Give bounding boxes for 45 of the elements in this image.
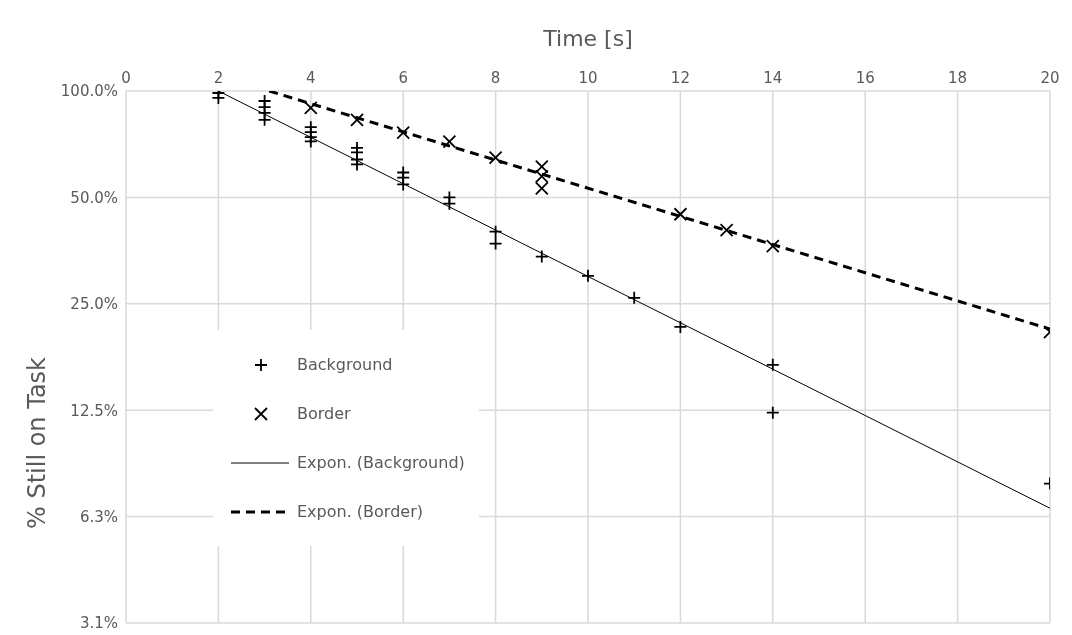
point: [396, 125, 411, 140]
y-axis-title: % Still on Task: [22, 356, 51, 530]
legend-label: Background: [297, 355, 393, 374]
point: [534, 181, 549, 196]
y-tick-label: 6.3%: [79, 507, 118, 526]
point: [534, 169, 549, 184]
point: [719, 223, 734, 238]
x-axis-title: Time [s]: [542, 26, 633, 51]
x-tick-label: 10: [578, 69, 598, 87]
point: [350, 112, 364, 127]
point: [257, 112, 272, 127]
point: [534, 159, 549, 174]
y-tick-label: 3.1%: [79, 614, 118, 633]
point: [488, 224, 503, 239]
point: [765, 239, 780, 254]
legend-label: Expon. (Background): [297, 453, 465, 472]
x-tick-label: 20: [1040, 69, 1060, 87]
point: [673, 320, 688, 334]
point: [396, 177, 411, 192]
point: [765, 405, 780, 420]
x-tick-label: 2: [213, 69, 224, 87]
point: [673, 207, 688, 222]
x-tick-label: 16: [855, 69, 875, 87]
x-tick-label: 12: [670, 69, 690, 87]
point: [442, 134, 457, 149]
point: [303, 100, 318, 115]
x-tick-label: 4: [306, 69, 316, 87]
point: [303, 134, 318, 149]
x-tick-label: 6: [398, 69, 408, 87]
x-tick-label: 14: [763, 69, 783, 87]
legend-label: Border: [297, 404, 351, 423]
point: [765, 357, 780, 372]
point: [488, 236, 503, 251]
y-tick-label: 25.0%: [70, 295, 118, 314]
point: [627, 290, 642, 305]
x-tick-label: 18: [948, 69, 968, 87]
y-tick-label: 12.5%: [70, 401, 118, 420]
point: [442, 196, 457, 211]
x-tick-label: 0: [121, 69, 131, 87]
x-tick-label: 8: [490, 69, 501, 87]
y-tick-label: 100.0%: [60, 82, 118, 101]
point: [488, 150, 503, 165]
point: [534, 249, 549, 264]
legend-label: Expon. (Border): [297, 502, 423, 521]
y-tick-label: 50.0%: [70, 188, 118, 207]
